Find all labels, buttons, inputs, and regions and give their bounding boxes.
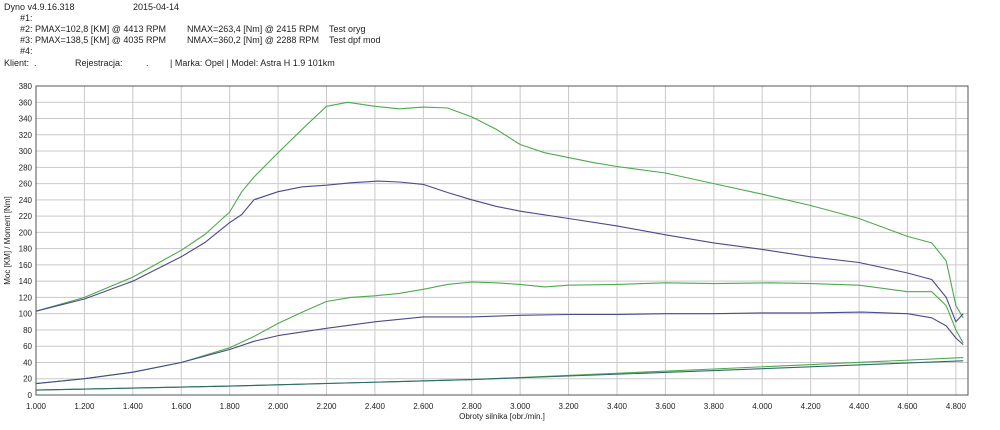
test-date: 2015-04-14 <box>133 2 180 12</box>
y-axis-label: Moc [KM] / Moment [Nm] <box>3 196 12 284</box>
x-tick-label: 1.800 <box>220 402 241 411</box>
run-3-pmax: PMAX=138,5 [KM] @ 4035 RPM <box>35 35 166 45</box>
y-tick-label: 140 <box>19 277 33 286</box>
grid <box>35 85 968 396</box>
y-tick-label: 60 <box>23 342 32 351</box>
series-line-2 <box>35 180 964 323</box>
client-value: . <box>34 58 37 68</box>
series-lines <box>35 101 964 391</box>
x-tick-label: 3.600 <box>655 402 676 411</box>
x-tick-label: 1.200 <box>74 402 95 411</box>
y-tick-label: 380 <box>19 82 33 91</box>
y-tick-label: 240 <box>19 196 33 205</box>
y-tick-label: 20 <box>23 375 32 384</box>
y-tick-label: 360 <box>19 98 33 107</box>
run-2-pmax: PMAX=102,8 [KM] @ 4413 RPM <box>35 24 166 34</box>
y-tick-label: 340 <box>19 115 33 124</box>
y-tick-label: 40 <box>23 358 32 367</box>
x-tick-label: 3.200 <box>559 402 580 411</box>
y-tick-label: 260 <box>19 180 33 189</box>
x-tick-label: 2.200 <box>316 402 337 411</box>
y-tick-label: 320 <box>19 131 33 140</box>
run-3-nmax: NMAX=360,2 [Nm] @ 2288 RPM <box>187 35 319 45</box>
run-2-name: Test oryg <box>329 24 366 34</box>
y-tick-label: 100 <box>19 310 33 319</box>
x-tick-label: 3.800 <box>704 402 725 411</box>
x-tick-label: 4.800 <box>946 402 967 411</box>
x-tick-label: 1.600 <box>171 402 192 411</box>
registration-value: . <box>146 58 149 68</box>
x-tick-label: 1.400 <box>123 402 144 411</box>
run-3-id: #3: <box>20 35 33 45</box>
x-tick-label: 2.000 <box>268 402 289 411</box>
y-tick-label: 280 <box>19 163 33 172</box>
x-tick-label: 3.400 <box>607 402 628 411</box>
x-tick-label: 3.000 <box>510 402 531 411</box>
y-tick-label: 0 <box>28 391 33 400</box>
y-tick-label: 80 <box>23 326 32 335</box>
y-tick-label: 180 <box>19 245 33 254</box>
x-tick-label: 4.400 <box>849 402 870 411</box>
plot-frame <box>35 85 969 396</box>
registration-label: Rejestracja: <box>75 58 123 68</box>
y-tick-label: 220 <box>19 212 33 221</box>
series-line-3 <box>35 281 964 385</box>
run-4-id: #4: <box>20 46 33 56</box>
tick-labels: 0 20 40 60 80 100 120 140 160 180 200 220 240 260 280 3… <box>19 82 967 411</box>
run-3-name: Test dpf mod <box>329 35 381 45</box>
run-2-id: #2: <box>20 24 33 34</box>
series-line-4 <box>35 311 964 385</box>
client-label: Klient: <box>4 58 30 68</box>
y-tick-label: 160 <box>19 261 33 270</box>
run-1-id: #1: <box>20 13 33 23</box>
series-line-6 <box>35 360 964 391</box>
y-tick-label: 120 <box>19 293 33 302</box>
x-tick-label: 4.000 <box>752 402 773 411</box>
y-tick-label: 200 <box>19 228 33 237</box>
x-tick-label: 2.800 <box>462 402 483 411</box>
run-2-nmax: NMAX=263,4 [Nm] @ 2415 RPM <box>187 24 319 34</box>
software-version: Dyno v4.9.16.318 <box>4 2 75 12</box>
series-line-1 <box>35 101 964 319</box>
x-axis-label: Obroty silnika [obr./min.] <box>459 412 545 421</box>
x-tick-label: 2.400 <box>365 402 386 411</box>
x-tick-label: 1.000 <box>26 402 47 411</box>
y-tick-label: 300 <box>19 147 33 156</box>
x-tick-label: 4.200 <box>801 402 822 411</box>
x-tick-label: 2.600 <box>413 402 434 411</box>
vehicle-info: | Marka: Opel | Model: Astra H 1.9 101km <box>170 58 335 68</box>
x-tick-label: 4.600 <box>897 402 918 411</box>
